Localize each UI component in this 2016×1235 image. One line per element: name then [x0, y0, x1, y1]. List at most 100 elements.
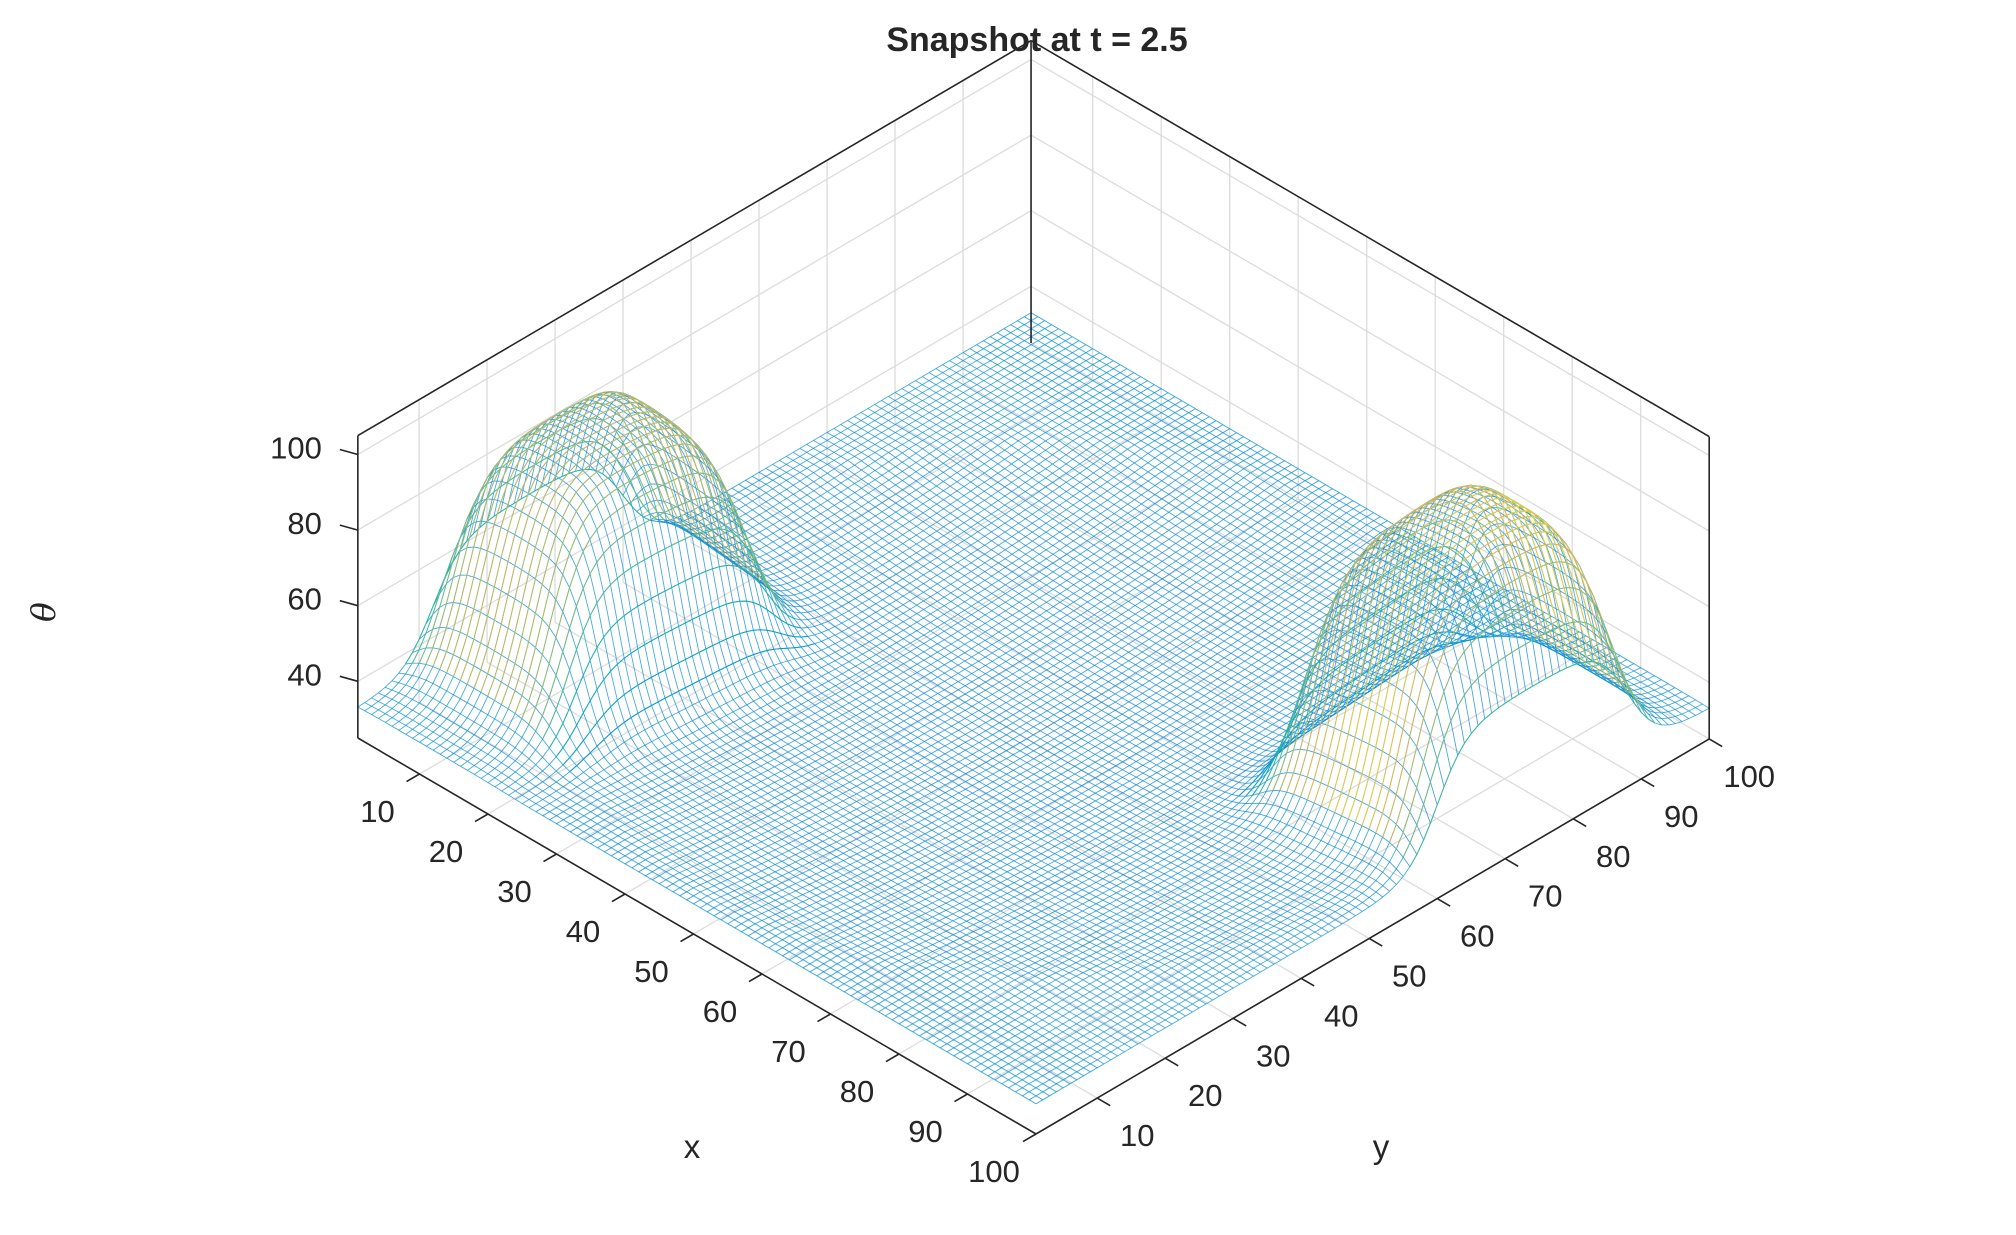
- y-tick-mark: [1640, 778, 1655, 788]
- mesh-line: [645, 480, 1320, 877]
- mesh-line: [826, 432, 1506, 726]
- y-tick-label: 50: [1392, 958, 1426, 993]
- y-tick-label: 100: [1723, 759, 1775, 794]
- z-tick-mark: [339, 675, 359, 683]
- mesh-line: [569, 436, 1244, 833]
- axis-box-edge: [1030, 39, 1710, 438]
- grid-line: [1030, 58, 1710, 457]
- mesh-line: [672, 496, 1347, 893]
- y-tick-label: 30: [1256, 1038, 1290, 1073]
- x-tick-label: 10: [360, 794, 394, 829]
- mesh-line: [604, 456, 1278, 853]
- mesh-line: [364, 702, 1044, 1101]
- mesh-line: [513, 419, 1193, 1013]
- x-tick-label: 50: [634, 954, 668, 989]
- chart-title: Snapshot at t = 2.5: [886, 21, 1187, 59]
- y-tick-label: 70: [1528, 879, 1562, 914]
- mesh-line: [638, 476, 1313, 873]
- mesh-line: [1258, 577, 1505, 794]
- mesh-line: [384, 686, 1064, 1089]
- y-tick-label: 90: [1664, 799, 1698, 834]
- y-tick-mark: [1504, 857, 1519, 867]
- mesh-line: [792, 452, 1472, 748]
- x-tick-mark: [474, 813, 489, 823]
- mesh-line: [487, 416, 733, 697]
- mesh-line: [547, 399, 1227, 993]
- mesh-line: [734, 532, 1409, 929]
- mesh-line: [718, 495, 1397, 885]
- mesh-line: [1003, 328, 1683, 722]
- mesh-line: [479, 446, 1159, 1033]
- x-tick-label: 60: [703, 994, 737, 1029]
- mesh-line: [405, 662, 1084, 1077]
- mesh-line: [857, 604, 1532, 1001]
- mesh-line: [507, 423, 1186, 1017]
- x-tick-label: 90: [908, 1114, 942, 1149]
- z-axis-ticks: 40 60 80 100: [270, 431, 359, 692]
- mesh-line: [1252, 608, 1498, 796]
- mesh-line: [576, 440, 1251, 837]
- mesh-line: [597, 452, 1272, 849]
- mesh-line: [772, 464, 1452, 771]
- mesh-line: [928, 372, 1608, 668]
- mesh-line: [684, 513, 1363, 912]
- mesh-line: [663, 520, 1343, 925]
- mesh-line: [569, 643, 815, 772]
- mesh-line: [1279, 501, 1526, 791]
- mesh-line: [1265, 545, 1512, 792]
- mesh-line: [617, 464, 1292, 861]
- mesh-line: [500, 427, 747, 705]
- mesh-line: [426, 352, 1100, 747]
- y-tick-mark: [1096, 1097, 1111, 1107]
- mesh-line: [419, 348, 1093, 743]
- mesh-line: [631, 472, 1306, 869]
- x-tick-label: 40: [566, 914, 600, 949]
- mesh-line: [528, 412, 1203, 808]
- axes: [357, 39, 1710, 1135]
- mesh-line: [1272, 519, 1519, 791]
- mesh-line: [575, 391, 1254, 977]
- y-tick-label: 10: [1120, 1118, 1154, 1153]
- mesh-line: [1395, 587, 1642, 849]
- mesh-line: [1320, 489, 1567, 807]
- mesh-line: [704, 503, 1384, 898]
- mesh-line: [398, 672, 1078, 1081]
- x-tick-mark: [817, 1013, 831, 1023]
- mesh-line: [686, 504, 1361, 901]
- x-tick-mark: [954, 1093, 968, 1103]
- mesh-line: [405, 468, 651, 665]
- z-tick-mark: [339, 448, 359, 456]
- mesh-line: [659, 488, 1333, 885]
- mesh-line: [357, 706, 1037, 1105]
- y-tick-mark: [1232, 1017, 1247, 1027]
- x-tick-label: 30: [497, 874, 531, 909]
- grid-line: [1030, 210, 1710, 608]
- mesh-line: [562, 629, 808, 766]
- y-tick-label: 20: [1188, 1078, 1222, 1113]
- mesh-line: [590, 448, 1265, 845]
- y-axis-ticks: 10 20 30 40 50 60 70 80 90 100: [1096, 738, 1775, 1153]
- mesh-line: [520, 414, 1200, 1009]
- mesh-line: [466, 466, 1146, 1041]
- y-tick-label: 80: [1596, 839, 1630, 874]
- axis-box-edge: [357, 39, 1032, 437]
- z-tick-label: 40: [287, 657, 321, 692]
- mesh-line: [697, 507, 1377, 903]
- mesh-line: [412, 647, 1091, 1073]
- mesh-line: [1368, 522, 1615, 830]
- z-tick-mark: [339, 524, 359, 531]
- mesh-line: [789, 564, 1463, 961]
- mesh-line: [500, 428, 1180, 1021]
- mesh-line: [371, 697, 1050, 1097]
- mesh-line: [624, 468, 1299, 865]
- mesh-line: [486, 439, 1166, 1029]
- grid-line: [967, 698, 1642, 1095]
- mesh-line: [665, 492, 1340, 889]
- mesh-line: [670, 519, 1350, 921]
- mesh-line: [1361, 515, 1608, 826]
- grid-line: [556, 458, 1231, 855]
- grid-line: [898, 658, 1573, 1055]
- mesh-line: [459, 480, 1139, 1045]
- mesh-line: [840, 424, 1520, 717]
- mesh-line: [622, 463, 1302, 949]
